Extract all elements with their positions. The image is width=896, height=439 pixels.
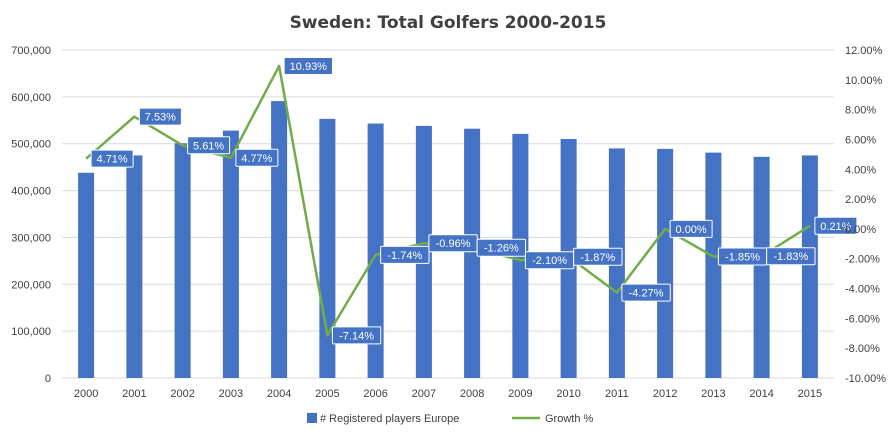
x-tick-label: 2001	[122, 388, 146, 400]
x-tick-label: 2000	[74, 388, 98, 400]
left-tick-label: 500,000	[11, 139, 51, 151]
data-label: 5.61%	[193, 140, 224, 152]
right-tick-label: -10.00%	[845, 373, 886, 385]
right-tick-label: 0.00%	[845, 224, 876, 236]
growth-line	[85, 64, 811, 337]
bar	[78, 172, 95, 378]
data-label-box	[669, 219, 713, 238]
x-tick-label: 2007	[412, 388, 436, 400]
left-tick-label: 100,000	[11, 326, 51, 338]
chart-title: Sweden: Total Golfers 2000-2015	[290, 13, 607, 33]
data-label-box	[187, 136, 231, 155]
bar	[705, 152, 722, 378]
data-label-box	[573, 247, 623, 266]
data-label: -1.83%	[773, 251, 808, 263]
x-tick-label: 2006	[363, 388, 387, 400]
left-tick-label: 300,000	[11, 232, 51, 244]
data-label-box	[380, 245, 430, 264]
x-tick-label: 2012	[653, 388, 677, 400]
data-label-box	[235, 148, 279, 167]
left-axis: 0 100,000 200,000 300,000 400,000 500,000 600,…	[11, 45, 51, 385]
data-label-box	[621, 283, 671, 302]
data-label: 7.53%	[145, 112, 176, 124]
data-label: -2.10%	[532, 255, 567, 267]
bar	[126, 155, 143, 378]
data-labels: 4.71% 7.53% 5.61% 4.77% 10.93% -7.14% -1.74% -0…	[90, 56, 858, 345]
data-label: 0.00%	[676, 224, 707, 236]
right-tick-label: 8.00%	[845, 105, 876, 117]
legend-label-line: Growth %	[545, 413, 594, 425]
x-tick-label: 2002	[170, 388, 194, 400]
left-tick-label: 600,000	[11, 92, 51, 104]
x-tick-label: 2015	[798, 388, 822, 400]
data-label: 0.21%	[820, 221, 851, 233]
right-tick-label: 2.00%	[845, 194, 876, 206]
legend-label-bars: # Registered players Europe	[320, 413, 459, 425]
data-label: -1.26%	[484, 243, 519, 255]
bar	[367, 123, 384, 379]
x-tick-label: 2010	[556, 388, 580, 400]
right-tick-label: 12.00%	[845, 45, 883, 57]
x-tick-label: 2008	[460, 388, 484, 400]
right-tick-label: 6.00%	[845, 134, 876, 146]
bar	[222, 130, 239, 378]
data-label: -1.87%	[580, 252, 615, 264]
data-label-box	[283, 56, 334, 75]
x-tick-label: 2011	[605, 388, 629, 400]
data-label-box	[814, 216, 858, 235]
right-tick-label: -2.00%	[845, 254, 880, 266]
data-label-box	[90, 149, 134, 168]
right-tick-label: -6.00%	[845, 313, 880, 325]
x-tick-label: 2003	[219, 388, 243, 400]
right-axis: -10.00% -8.00% -6.00% -4.00% -2.00% 0.00% 2.00…	[845, 45, 886, 385]
bar	[801, 155, 818, 378]
right-tick-label: 4.00%	[845, 164, 876, 176]
data-label-box	[476, 238, 527, 257]
data-label: 4.77%	[241, 153, 272, 165]
x-tick-label: 2004	[267, 388, 291, 400]
left-tick-label: 200,000	[11, 279, 51, 291]
right-tick-label: 10.00%	[845, 75, 883, 87]
data-label-box	[331, 326, 382, 345]
bar	[271, 101, 288, 379]
bar	[464, 128, 481, 378]
data-label: -0.96%	[436, 238, 471, 250]
left-tick-label: 0	[45, 373, 51, 385]
data-label: -4.27%	[629, 288, 664, 300]
data-label: 4.71%	[97, 154, 128, 166]
x-axis: 2000 2001 2002 2003 2004 2005 2006 2007 2008 2009…	[74, 388, 822, 400]
x-tick-label: 2014	[749, 388, 773, 400]
bar	[657, 148, 674, 378]
legend: # Registered players Europe Growth %	[307, 413, 594, 425]
bar	[753, 156, 770, 378]
data-label: 10.93%	[290, 61, 328, 73]
data-label: -1.74%	[387, 250, 422, 262]
left-tick-label: 400,000	[11, 186, 51, 198]
legend-swatch-bars	[307, 413, 317, 423]
x-tick-label: 2005	[315, 388, 339, 400]
data-label-box	[138, 107, 182, 126]
line-series	[85, 64, 811, 337]
data-label-box	[766, 247, 816, 266]
data-label: -1.85%	[725, 251, 760, 263]
right-tick-label: -8.00%	[845, 343, 880, 355]
left-tick-label: 700,000	[11, 45, 51, 57]
x-tick-label: 2013	[701, 388, 725, 400]
bar	[174, 143, 191, 378]
data-label: -7.14%	[339, 330, 374, 342]
x-tick-label: 2009	[508, 388, 532, 400]
right-tick-label: -4.00%	[845, 284, 880, 296]
